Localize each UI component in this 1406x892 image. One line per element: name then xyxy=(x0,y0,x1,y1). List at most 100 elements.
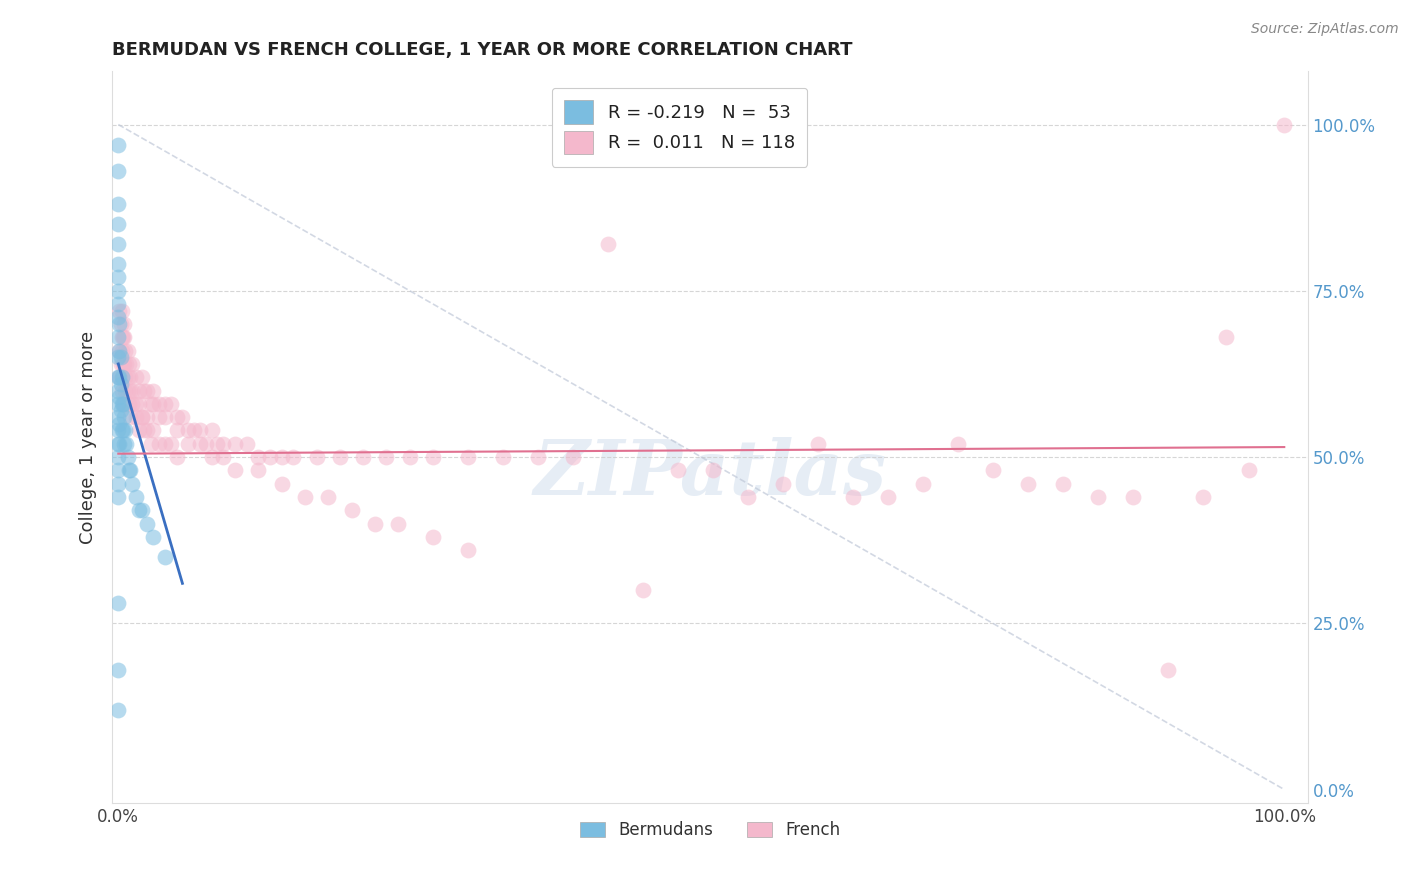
Point xyxy=(107,270,129,285)
Point xyxy=(111,397,134,411)
Point xyxy=(183,424,205,438)
Point xyxy=(316,490,339,504)
Point xyxy=(166,424,188,438)
Point xyxy=(166,410,188,425)
Point xyxy=(131,410,153,425)
Point xyxy=(108,417,131,431)
Point xyxy=(121,476,143,491)
Point xyxy=(666,463,689,477)
Point xyxy=(111,330,134,344)
Point xyxy=(772,476,794,491)
Point xyxy=(107,490,129,504)
Point xyxy=(107,257,129,271)
Point xyxy=(136,410,159,425)
Point xyxy=(132,424,155,438)
Point xyxy=(148,410,170,425)
Point xyxy=(118,410,141,425)
Point xyxy=(112,397,135,411)
Point xyxy=(235,436,257,450)
Point xyxy=(457,450,479,464)
Point xyxy=(247,463,270,477)
Point xyxy=(111,357,134,371)
Point xyxy=(111,424,134,438)
Point xyxy=(110,376,132,391)
Point xyxy=(305,450,328,464)
Point xyxy=(224,436,246,450)
Point xyxy=(422,530,444,544)
Point xyxy=(352,450,374,464)
Point xyxy=(842,490,865,504)
Point xyxy=(329,450,352,464)
Point xyxy=(108,370,131,384)
Point xyxy=(340,503,363,517)
Point xyxy=(125,397,148,411)
Point xyxy=(110,317,132,331)
Point xyxy=(107,370,129,384)
Point xyxy=(172,410,194,425)
Point xyxy=(1239,463,1261,477)
Point xyxy=(188,424,211,438)
Point xyxy=(527,450,550,464)
Point xyxy=(107,284,129,298)
Point xyxy=(142,384,165,398)
Point xyxy=(107,397,129,411)
Point xyxy=(125,410,148,425)
Point xyxy=(200,424,222,438)
Point xyxy=(107,330,129,344)
Point xyxy=(111,343,134,358)
Point xyxy=(118,397,141,411)
Point xyxy=(107,703,129,717)
Point xyxy=(139,436,162,450)
Point xyxy=(1017,476,1039,491)
Point xyxy=(108,370,131,384)
Point xyxy=(108,343,131,358)
Point xyxy=(118,370,141,384)
Point xyxy=(398,450,420,464)
Point xyxy=(207,436,229,450)
Point xyxy=(364,516,387,531)
Point xyxy=(270,450,292,464)
Point xyxy=(118,463,141,477)
Point xyxy=(125,490,148,504)
Point xyxy=(117,370,139,384)
Point xyxy=(148,397,170,411)
Point xyxy=(111,397,134,411)
Point xyxy=(737,490,759,504)
Point xyxy=(115,436,138,450)
Point xyxy=(132,384,155,398)
Point xyxy=(177,424,200,438)
Point xyxy=(128,503,150,517)
Point xyxy=(212,450,235,464)
Point xyxy=(107,410,129,425)
Point xyxy=(128,397,150,411)
Point xyxy=(139,397,162,411)
Point xyxy=(107,384,129,398)
Point xyxy=(159,436,181,450)
Point xyxy=(125,370,148,384)
Point xyxy=(114,370,136,384)
Point xyxy=(294,490,316,504)
Point xyxy=(270,476,292,491)
Point xyxy=(112,357,135,371)
Point xyxy=(110,351,132,365)
Point xyxy=(107,436,129,450)
Point xyxy=(153,549,176,564)
Point xyxy=(117,450,139,464)
Point xyxy=(107,237,129,252)
Point xyxy=(188,436,211,450)
Point xyxy=(283,450,305,464)
Point xyxy=(1052,476,1074,491)
Point xyxy=(112,410,135,425)
Point xyxy=(375,450,398,464)
Point xyxy=(159,397,181,411)
Point xyxy=(121,397,143,411)
Point xyxy=(981,463,1004,477)
Point xyxy=(702,463,724,477)
Point xyxy=(108,343,131,358)
Point xyxy=(1215,330,1237,344)
Point xyxy=(492,450,515,464)
Point xyxy=(194,436,217,450)
Point xyxy=(1087,490,1109,504)
Point xyxy=(911,476,934,491)
Y-axis label: College, 1 year or more: College, 1 year or more xyxy=(79,331,97,543)
